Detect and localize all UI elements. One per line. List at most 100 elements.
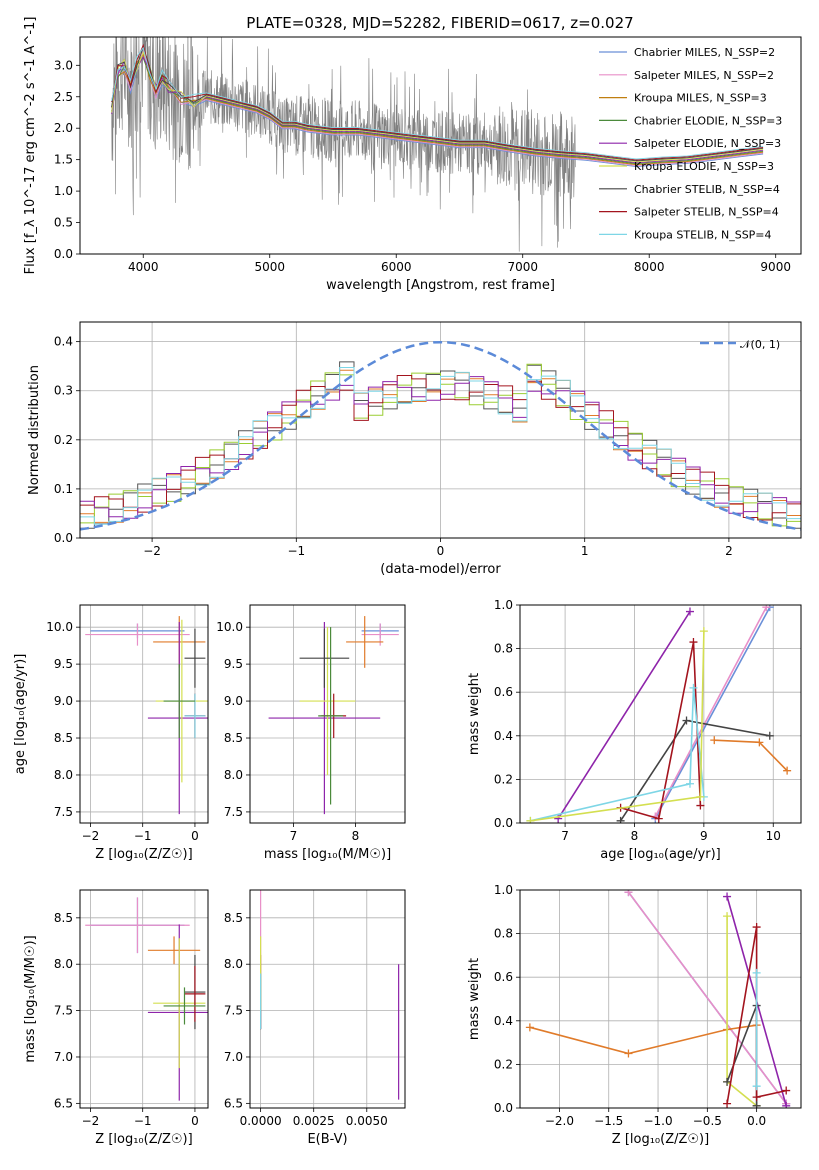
weight-series <box>529 1024 757 1055</box>
age_vs_Z-axes <box>76 605 208 827</box>
y-tick-label: 6.5 <box>224 1096 243 1110</box>
x-tick-label: 7000 <box>507 260 538 274</box>
y-tick-label: 0.4 <box>494 1014 513 1028</box>
weight-marker <box>525 1023 534 1032</box>
histogram-series <box>80 376 801 519</box>
age_vs_mass-plot <box>268 616 399 815</box>
weight-marker <box>783 766 792 775</box>
x-tick-label: −2 <box>82 1114 100 1128</box>
legend-label: 𝒩(0, 1) <box>740 338 780 351</box>
weight-marker <box>752 1101 761 1108</box>
weight-marker <box>782 1086 791 1095</box>
weight_vs_Z-axes <box>516 889 801 1112</box>
weight-marker <box>699 627 708 636</box>
weight-marker <box>689 683 698 692</box>
legend-label: Kroupa STELIB, N_SSP=4 <box>634 228 772 241</box>
x-tick-label: −1 <box>287 544 305 558</box>
y-tick-label: 7.5 <box>224 805 243 819</box>
y-tick-label: 0.2 <box>494 1057 513 1071</box>
weight-marker <box>526 816 535 823</box>
mass_vs_Z-axes <box>76 890 208 1112</box>
residuals-frame <box>79 321 802 539</box>
weight-marker <box>624 1049 633 1058</box>
x-tick-label: 8 <box>631 829 639 843</box>
y-tick-label: 0.8 <box>494 642 513 656</box>
x-axis-label: (data-model)/error <box>380 562 501 577</box>
y-tick-label: 1.5 <box>54 153 73 167</box>
x-tick-label: 2 <box>725 544 733 558</box>
x-tick-label: 0.0050 <box>346 1114 388 1128</box>
y-tick-label: 7.0 <box>224 1050 243 1064</box>
x-axis-label: Z [log₁₀(Z/Z☉)] <box>95 847 192 862</box>
chart-title: PLATE=0328, MJD=52282, FIBERID=0617, z=0… <box>246 14 633 32</box>
x-tick-label: 5000 <box>254 260 285 274</box>
y-tick-label: 0.0 <box>494 1101 513 1115</box>
legend-label: Chabrier MILES, N_SSP=2 <box>634 46 775 59</box>
x-axis-label: Z [log₁₀(Z/Z☉)] <box>95 1132 192 1147</box>
weight-marker <box>752 1093 761 1102</box>
weight-series <box>654 606 771 819</box>
y-tick-label: 0.4 <box>494 729 513 743</box>
weight-marker <box>654 814 663 823</box>
weight-marker <box>782 1101 791 1108</box>
weight-marker <box>689 638 698 647</box>
weight_vs_age-axes <box>516 604 801 827</box>
y-tick-label: 8.5 <box>54 911 73 925</box>
x-tick-label: 1 <box>581 544 589 558</box>
observed-spectrum <box>111 37 576 252</box>
weight-series <box>714 739 788 772</box>
x-tick-label: −2 <box>82 829 100 843</box>
weight_vs_Z-plot <box>525 890 791 1108</box>
spectrum-axes <box>76 64 777 258</box>
x-tick-label: 10 <box>766 829 781 843</box>
weight_vs_Z-frame <box>519 889 802 1109</box>
y-tick-label: 8.5 <box>54 731 73 745</box>
y-axis-label: mass weight <box>467 673 482 755</box>
x-tick-label: −1.0 <box>643 1114 672 1128</box>
legend-label: Chabrier STELIB, N_SSP=4 <box>634 183 780 196</box>
weight-marker <box>752 1082 761 1091</box>
weight-marker <box>696 792 705 801</box>
y-tick-label: 2.0 <box>54 121 73 135</box>
x-axis-label: age [log₁₀(age/yr)] <box>600 847 721 862</box>
weight-marker <box>685 607 694 616</box>
y-tick-label: 1.0 <box>494 598 513 612</box>
weight-series <box>530 687 705 822</box>
y-tick-label: 8.0 <box>224 768 243 782</box>
weight-marker <box>554 814 563 823</box>
x-tick-label: 7 <box>290 829 298 843</box>
y-tick-label: 7.5 <box>54 805 73 819</box>
weight-marker <box>696 801 705 810</box>
weight-marker <box>685 779 694 788</box>
weight_vs_age-plot <box>526 605 792 823</box>
x-axis-label: mass [log₁₀(M/M☉)] <box>264 847 391 862</box>
y-tick-label: 7.0 <box>54 1050 73 1064</box>
residuals-plot <box>80 340 801 531</box>
y-tick-label: 0.8 <box>494 927 513 941</box>
weight-marker <box>755 738 764 747</box>
x-tick-label: 0 <box>191 1114 199 1128</box>
legend-label: Salpeter ELODIE, N_SSP=3 <box>634 137 781 150</box>
mass_vs_ebv-frame <box>249 889 406 1109</box>
x-tick-label: −2.0 <box>545 1114 574 1128</box>
legend-label: Kroupa MILES, N_SSP=3 <box>634 92 767 105</box>
y-tick-label: 0.6 <box>494 970 513 984</box>
x-axis-label: wavelength [Angstrom, rest frame] <box>326 278 555 293</box>
spectrum-plot <box>111 37 764 252</box>
x-tick-label: −1 <box>134 1114 152 1128</box>
y-tick-label: 0.0 <box>54 531 73 545</box>
y-tick-label: 0.3 <box>54 384 73 398</box>
weight-series <box>620 641 702 820</box>
y-tick-label: 2.5 <box>54 90 73 104</box>
x-tick-label: 0.0 <box>747 1114 766 1128</box>
y-tick-label: 0.4 <box>54 335 73 349</box>
weight-marker <box>723 1099 732 1108</box>
histogram-series <box>80 367 801 525</box>
y-tick-label: 7.5 <box>224 1004 243 1018</box>
y-tick-label: 1.0 <box>54 184 73 198</box>
x-tick-label: 4000 <box>128 260 159 274</box>
y-tick-label: 10.0 <box>46 620 73 634</box>
weight-marker <box>624 890 633 897</box>
weight-marker <box>765 731 774 740</box>
